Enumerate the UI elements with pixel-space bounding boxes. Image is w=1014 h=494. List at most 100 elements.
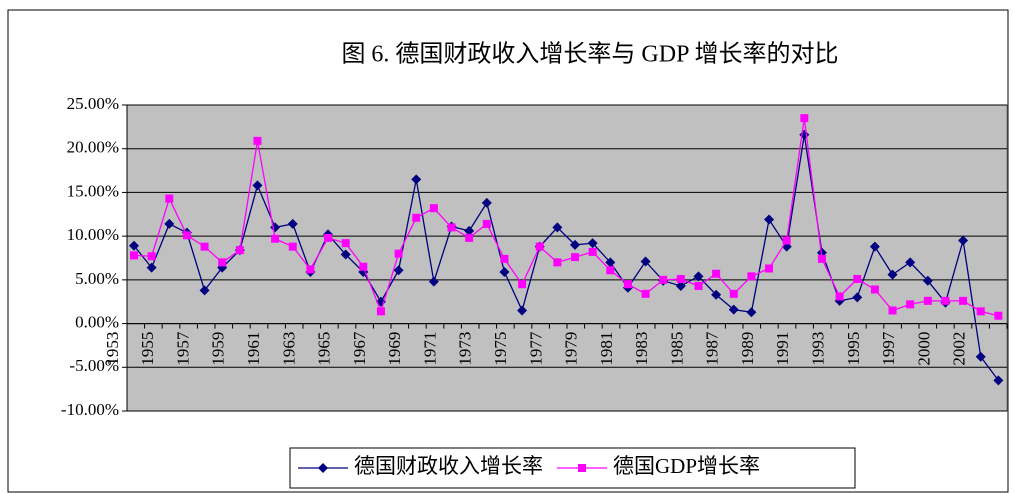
data-point [481,197,492,208]
x-tick-label: 1967 [350,331,369,366]
x-tick-label: 1975 [491,332,510,366]
data-point [994,311,1003,320]
data-point [765,264,774,273]
chart-title: 图 6. 德国财政收入增长率与 GDP 增长率的对比 [341,41,838,68]
y-tick-label: 5.00% [75,269,119,288]
data-point [641,289,650,298]
data-point [728,304,739,315]
data-point [800,114,809,123]
x-tick-label: 1989 [738,332,757,366]
data-point [729,289,738,298]
data-point [147,252,156,261]
data-point [429,204,438,213]
data-point [922,275,933,286]
x-tick-label: 1955 [138,332,157,366]
x-tick-label: 1977 [526,331,545,366]
data-point [747,272,756,281]
data-point [200,242,209,251]
data-point [306,265,315,274]
data-point [129,240,139,251]
data-point [659,275,668,284]
data-point [552,222,563,233]
data-point [588,247,597,256]
data-point [606,266,615,275]
data-point [218,258,227,267]
data-point [571,253,579,262]
x-tick-label: 1963 [279,332,298,366]
data-point [393,265,404,276]
x-tick-label: 1953 [103,332,122,366]
data-point [975,351,986,362]
x-tick-label: 1991 [773,332,792,366]
data-point [324,233,333,242]
data-point [359,262,368,271]
data-point [605,257,616,268]
x-tick-label: 1957 [173,331,192,366]
y-tick-label: -10.00% [61,400,119,419]
data-point [412,213,421,222]
data-point [887,269,898,280]
x-tick-label: 1971 [420,332,439,366]
data-point [711,289,722,300]
data-point [252,180,263,191]
data-point [182,231,191,240]
data-point [288,242,297,251]
legend-marker [318,463,328,473]
x-tick-label: 1981 [597,332,616,366]
data-point [853,274,862,283]
data-point [817,254,826,263]
data-point [694,281,703,290]
x-tick-label: 1969 [385,332,404,366]
data-point [271,234,280,243]
data-point [587,238,598,249]
legend-label: 德国GDP增长率 [613,454,760,478]
x-tick-label: 1995 [844,332,863,366]
x-tick-label: 1961 [244,332,263,366]
data-point [464,225,475,236]
data-point [199,285,210,296]
data-point [941,296,950,305]
data-point [499,266,510,277]
data-point [923,296,932,305]
data-point [835,292,844,301]
data-point [341,239,350,248]
data-point [535,242,544,251]
data-point [623,280,632,289]
data-point [976,307,985,316]
data-point [870,285,879,294]
y-tick-label: 20.00% [67,138,119,157]
x-tick-label: 1979 [562,332,581,366]
x-tick-label: 2002 [950,332,969,366]
data-point [782,236,791,245]
data-point [675,280,686,291]
data-point [693,271,704,282]
x-tick-label: 1973 [456,332,475,366]
data-point [482,219,491,228]
data-point [888,306,897,315]
data-point [852,292,863,303]
data-point [164,218,175,229]
data-point [676,274,685,283]
data-point [993,375,1004,386]
data-point [712,269,721,278]
data-point [146,262,157,273]
x-tick-label: 1993 [809,332,828,366]
data-point [500,254,509,263]
data-point [517,305,528,316]
x-tick-label: 1985 [667,332,686,366]
data-point [287,218,298,229]
data-point [906,300,915,309]
data-point [130,251,138,260]
data-point [640,256,651,267]
data-point [465,233,474,242]
x-tick-label: 1983 [632,332,651,366]
legend-marker [578,464,586,472]
x-tick-label: 1959 [209,332,228,366]
data-point [958,235,969,246]
data-point [340,249,351,260]
y-tick-label: -5.00% [69,356,119,375]
y-tick-label: 0.00% [75,312,119,331]
data-point [553,258,562,267]
data-point [428,276,439,287]
